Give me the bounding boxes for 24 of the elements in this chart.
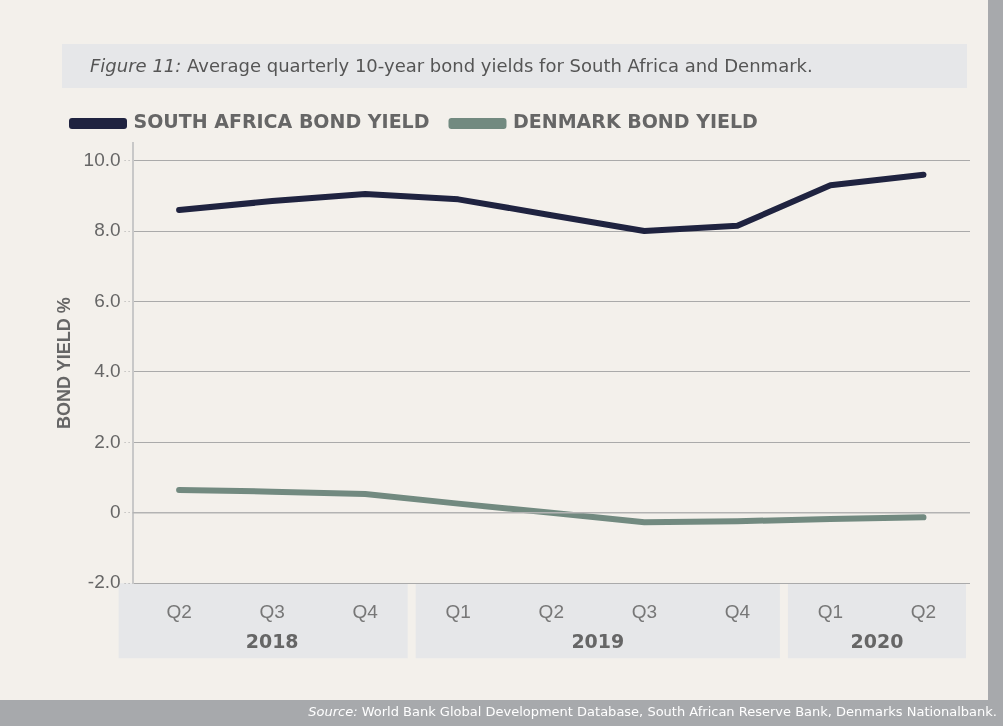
chart-title: Figure 11: Average quarterly 10-year bond yields for South Africa and Denmark.	[62, 44, 967, 88]
y-tick-label: 2.0	[94, 430, 121, 452]
x-tick-label: Q1	[445, 600, 471, 622]
legend-label: SOUTH AFRICA BOND YIELD	[133, 110, 430, 133]
y-tick-label: 10.0	[83, 148, 121, 170]
source-note: Source: World Bank Global Development Database, South African Reserve Bank, Denmarks Nationalbank.	[308, 704, 997, 719]
x-tick-label: Q2	[166, 600, 192, 622]
y-tick-label: 0	[110, 501, 121, 522]
x-tick-label: Q2	[910, 600, 937, 622]
legend-label: DENMARK BOND YIELD	[512, 110, 758, 133]
x-tick-label: Q4	[352, 600, 379, 622]
x-tick-label: Q4	[724, 600, 751, 622]
x-tick-label: Q1	[817, 600, 844, 622]
y-tick-label: 8.0	[94, 219, 121, 241]
text: 2019	[571, 630, 625, 653]
x-tick-label: Q3	[259, 600, 285, 622]
y-tick-label: -2.0	[87, 571, 121, 593]
y-axis-title: BOND YIELD %	[53, 297, 74, 429]
y-tick-label: 4.0	[94, 360, 121, 382]
y-tick-label: 6.0	[94, 289, 121, 311]
x-tick-label: Q3	[631, 600, 658, 622]
text: 2020	[850, 630, 904, 653]
text: 2018	[245, 630, 299, 653]
x-tick-label: Q2	[538, 600, 564, 622]
